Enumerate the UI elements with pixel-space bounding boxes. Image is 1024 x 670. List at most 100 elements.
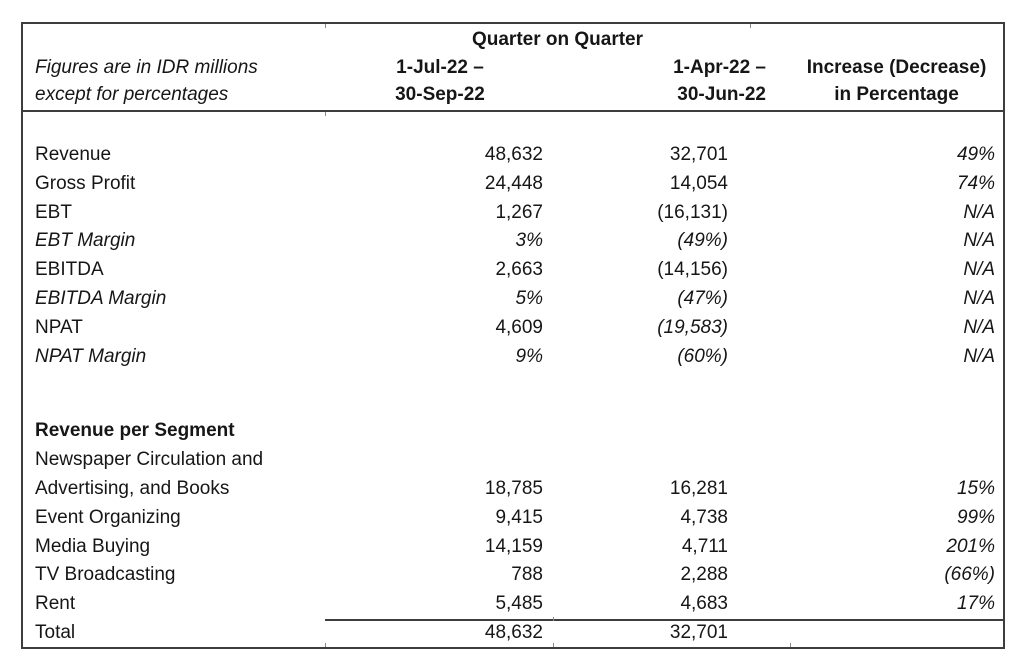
units-note-line2: except for percentages xyxy=(35,84,229,105)
value-change: (66%) xyxy=(944,564,995,586)
current-period-line1: 1-Jul-22 – xyxy=(396,57,484,78)
value-change: N/A xyxy=(963,230,995,252)
value-change: N/A xyxy=(963,259,995,281)
value-q3: 24,448 xyxy=(484,172,543,194)
border-tick xyxy=(325,24,326,28)
table-row-ebt: EBT 1,267 (16,131) N/A xyxy=(23,199,1003,228)
value-q2: 4,683 xyxy=(555,590,790,621)
row-label: TV Broadcasting xyxy=(35,564,176,586)
table-row-media-buying: Media Buying 14,159 4,711 201% xyxy=(23,533,1003,562)
units-note: Figures are in IDR millions except for p… xyxy=(23,54,325,108)
row-label: Rent xyxy=(35,593,76,615)
value-q3: 9% xyxy=(515,345,543,367)
column-header-current-period: 1-Jul-22 – 30-Sep-22 xyxy=(325,54,555,108)
row-label: Total xyxy=(35,621,76,643)
value-q2: (60%) xyxy=(677,345,728,367)
quarter-on-quarter-table: Quarter on Quarter Figures are in IDR mi… xyxy=(21,22,1005,649)
table-row-tv-broadcasting: TV Broadcasting 788 2,288 (66%) xyxy=(23,561,1003,590)
value-change: N/A xyxy=(963,345,995,367)
value-q3: 4,609 xyxy=(495,316,543,338)
table-row-npat-margin: NPAT Margin 9% (60%) N/A xyxy=(23,343,1003,372)
table-row-revenue-per-segment: Revenue per Segment xyxy=(23,417,1003,446)
table-row-ebitda-margin: EBITDA Margin 5% (47%) N/A xyxy=(23,285,1003,314)
value-q3 xyxy=(325,417,555,446)
border-tick xyxy=(553,643,554,647)
row-label: NPAT Margin xyxy=(35,345,147,367)
value-q3: 18,785 xyxy=(484,477,543,499)
table-row-ebt-margin: EBT Margin 3% (49%) N/A xyxy=(23,227,1003,256)
change-header-line2: in Percentage xyxy=(834,84,959,105)
header-columns-row: Figures are in IDR millions except for p… xyxy=(23,54,1003,108)
value-q3: 14,159 xyxy=(484,535,543,557)
row-label: Revenue xyxy=(35,144,112,165)
value-change xyxy=(790,417,1003,446)
table-row-event-organizing: Event Organizing 9,415 4,738 99% xyxy=(23,504,1003,533)
value-q2: 2,288 xyxy=(680,564,728,586)
row-label: Newspaper Circulation and xyxy=(35,449,264,471)
value-q2: (19,583) xyxy=(657,316,728,338)
border-tick xyxy=(325,643,326,647)
table-header: Quarter on Quarter Figures are in IDR mi… xyxy=(23,24,1003,112)
value-q2: 4,711 xyxy=(681,535,728,557)
value-q3: 788 xyxy=(511,564,543,586)
row-label: NPAT xyxy=(35,316,83,338)
row-label: EBITDA xyxy=(35,259,104,281)
value-q2: 32,701 xyxy=(669,621,728,643)
value-q3: 3% xyxy=(515,230,543,252)
value-change: N/A xyxy=(963,287,995,309)
value-q2: (47%) xyxy=(677,287,728,309)
value-q3: 1,267 xyxy=(495,201,543,223)
prior-period-line2: 30-Jun-22 xyxy=(677,84,766,105)
column-header-prior-period: 1-Apr-22 – 30-Jun-22 xyxy=(555,54,790,108)
row-label: Advertising, and Books xyxy=(35,477,230,499)
table-row-newspaper-line1: Newspaper Circulation and xyxy=(23,446,1003,475)
value-q3: 5,485 xyxy=(325,590,555,621)
value-change: 17% xyxy=(790,590,1003,621)
value-change xyxy=(790,619,1003,647)
value-change: 49% xyxy=(956,144,995,165)
blank-row xyxy=(23,112,1003,141)
value-q2 xyxy=(555,446,790,475)
value-q2: 16,281 xyxy=(669,477,728,499)
value-q3: 48,632 xyxy=(484,621,543,643)
table-row-total: Total 48,632 32,701 xyxy=(23,619,1003,647)
value-q2: (49%) xyxy=(677,230,728,252)
value-q2 xyxy=(555,417,790,446)
table-row-npat: NPAT 4,609 (19,583) N/A xyxy=(23,314,1003,343)
table-row-newspaper-line2: Advertising, and Books 18,785 16,281 15% xyxy=(23,475,1003,504)
row-label: EBT Margin xyxy=(35,230,136,252)
row-label: Gross Profit xyxy=(35,172,136,194)
value-change: 15% xyxy=(956,477,995,499)
value-q3: 48,632 xyxy=(484,144,543,165)
units-note-line1: Figures are in IDR millions xyxy=(35,57,258,78)
value-change: 74% xyxy=(956,172,995,194)
value-q3: 5% xyxy=(515,287,543,309)
border-tick xyxy=(790,643,791,647)
table-row-gross-profit: Gross Profit 24,448 14,054 74% xyxy=(23,170,1003,199)
change-header-line1: Increase (Decrease) xyxy=(806,57,987,78)
value-q2: (16,131) xyxy=(657,201,728,223)
value-change: N/A xyxy=(963,316,995,338)
current-period-line2: 30-Sep-22 xyxy=(395,84,485,105)
value-q2: 4,738 xyxy=(680,506,728,528)
border-tick xyxy=(553,617,554,621)
blank-row xyxy=(23,371,1003,417)
group-title: Quarter on Quarter xyxy=(471,29,644,50)
row-label: EBT xyxy=(35,201,72,223)
border-tick xyxy=(750,24,751,28)
value-q3: 9,415 xyxy=(495,506,543,528)
value-q3: 2,663 xyxy=(495,259,543,281)
value-change: N/A xyxy=(963,201,995,223)
value-q2: 14,054 xyxy=(669,172,728,194)
header-group-row: Quarter on Quarter xyxy=(23,27,1003,54)
section-header: Revenue per Segment xyxy=(35,420,235,442)
value-change: 99% xyxy=(956,506,995,528)
row-label: EBITDA Margin xyxy=(35,287,167,309)
table-row-rent: Rent 5,485 4,683 17% xyxy=(23,590,1003,621)
prior-period-line1: 1-Apr-22 – xyxy=(673,57,766,78)
row-label: Event Organizing xyxy=(35,506,181,528)
value-change xyxy=(790,446,1003,475)
value-q2: 32,701 xyxy=(669,144,728,165)
value-q3 xyxy=(325,446,555,475)
